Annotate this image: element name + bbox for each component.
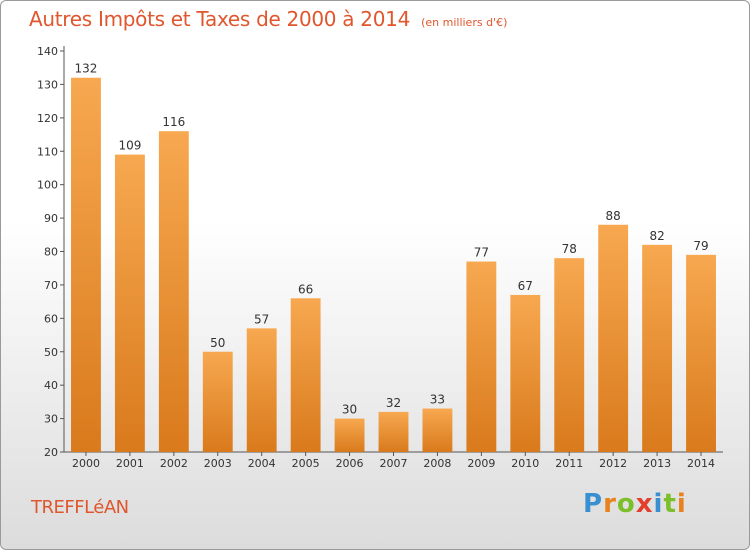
y-tick-label: 120 (37, 112, 58, 125)
bar-2009 (466, 261, 497, 452)
x-tick-label: 2002 (160, 457, 188, 470)
bar-2006 (334, 418, 365, 452)
x-tick-label: 2001 (116, 457, 144, 470)
y-tick-label: 90 (44, 212, 58, 225)
data-label-2009: 77 (474, 246, 489, 260)
y-tick-label: 20 (44, 446, 58, 459)
data-label-2007: 32 (386, 396, 401, 410)
data-label-2008: 33 (430, 393, 445, 407)
logo-letter: i (653, 489, 664, 519)
data-label-2001: 109 (118, 139, 141, 153)
bar-2002 (158, 131, 189, 452)
logo-letter: x (635, 489, 654, 519)
y-tick-label: 30 (44, 413, 58, 426)
commune-name: TREFFLéAN (31, 497, 129, 518)
x-tick-label: 2014 (687, 457, 715, 470)
bar-2013 (642, 244, 673, 452)
data-label-2010: 67 (518, 279, 533, 293)
bar-2004 (246, 328, 277, 452)
bar-2001 (114, 154, 145, 452)
bar-2011 (554, 258, 585, 452)
x-tick-label: 2007 (380, 457, 408, 470)
bar-2003 (202, 351, 233, 452)
data-label-2004: 57 (254, 312, 269, 326)
x-tick-label: 2000 (72, 457, 100, 470)
y-tick-label: 40 (44, 379, 58, 392)
proxiti-logo: Proxiti (583, 489, 687, 519)
y-tick-label: 140 (37, 45, 58, 58)
bar-2012 (598, 224, 629, 452)
chart-value-labels: 132 109 116 50 57 66 30 32 33 77 67 78 88 82 79 (75, 62, 709, 417)
x-tick-label: 2005 (292, 457, 320, 470)
y-tick-label: 70 (44, 279, 58, 292)
bar-2010 (510, 294, 541, 452)
bar-2014 (686, 254, 716, 452)
logo-letter: t (663, 489, 677, 519)
bar-2005 (290, 298, 321, 452)
y-tick-label: 130 (37, 78, 58, 91)
data-label-2003: 50 (210, 336, 225, 350)
data-label-2006: 30 (342, 403, 357, 417)
x-tick-label: 2010 (511, 457, 539, 470)
logo-letter: r (603, 489, 617, 519)
chart-bars (71, 77, 716, 452)
bar-2008 (422, 408, 453, 452)
chart-title: Autres Impôts et Taxes de 2000 à 2014 (29, 7, 410, 31)
chart-unit-note: (en milliers d'€) (421, 16, 508, 29)
x-tick-label: 2003 (204, 457, 232, 470)
bar-2000 (71, 77, 101, 452)
data-label-2012: 88 (606, 209, 621, 223)
y-tick-label: 100 (37, 179, 58, 192)
logo-letter: o (616, 489, 636, 519)
x-tick-label: 2012 (599, 457, 627, 470)
y-tick-label: 80 (44, 246, 58, 259)
chart-axes: 20 30 40 50 60 70 80 90 100 110 120 130 140 2000 2001 2… (37, 45, 723, 470)
bar-2007 (378, 411, 409, 452)
data-label-2013: 82 (649, 229, 664, 243)
data-label-2011: 78 (562, 242, 577, 256)
x-tick-label: 2004 (248, 457, 276, 470)
logo-letter: P (583, 489, 604, 519)
logo-letter: i (676, 489, 687, 519)
y-tick-label: 110 (37, 145, 58, 158)
data-label-2000: 132 (75, 62, 98, 76)
data-label-2005: 66 (298, 282, 313, 296)
x-tick-label: 2009 (467, 457, 495, 470)
chart-title-block: Autres Impôts et Taxes de 2000 à 2014 (e… (29, 7, 507, 31)
x-tick-label: 2008 (423, 457, 451, 470)
x-tick-label: 2013 (643, 457, 671, 470)
data-label-2014: 79 (693, 239, 708, 253)
y-tick-label: 50 (44, 346, 58, 359)
x-tick-label: 2006 (336, 457, 364, 470)
x-tick-label: 2011 (555, 457, 583, 470)
y-tick-label: 60 (44, 312, 58, 325)
data-label-2002: 116 (162, 115, 185, 129)
